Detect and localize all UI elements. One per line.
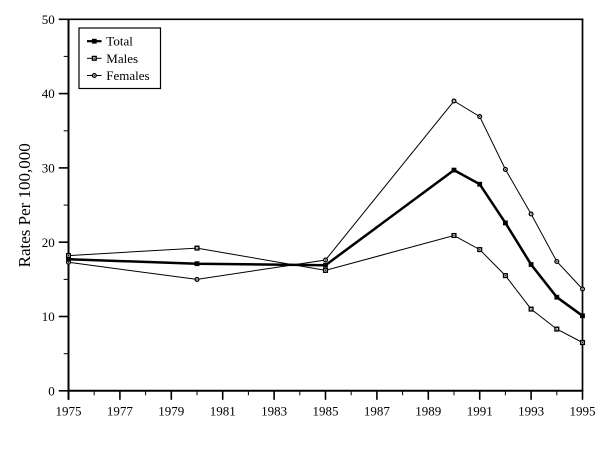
svg-text:10: 10 xyxy=(42,309,55,324)
svg-text:Females: Females xyxy=(106,68,149,83)
svg-text:1985: 1985 xyxy=(313,404,339,419)
svg-text:Total: Total xyxy=(106,34,133,49)
svg-text:1981: 1981 xyxy=(210,404,236,419)
svg-text:0: 0 xyxy=(48,383,55,398)
svg-text:40: 40 xyxy=(42,86,55,101)
svg-text:1977: 1977 xyxy=(107,404,134,419)
svg-text:1991: 1991 xyxy=(467,404,493,419)
svg-text:1995: 1995 xyxy=(570,404,596,419)
svg-text:1975: 1975 xyxy=(56,404,82,419)
svg-text:1983: 1983 xyxy=(261,404,287,419)
svg-text:1987: 1987 xyxy=(364,404,391,419)
svg-text:Rates Per 100,000: Rates Per 100,000 xyxy=(15,143,34,267)
svg-text:50: 50 xyxy=(42,12,55,27)
svg-text:Males: Males xyxy=(106,51,138,66)
svg-text:1979: 1979 xyxy=(158,404,184,419)
svg-text:30: 30 xyxy=(42,161,55,176)
svg-text:20: 20 xyxy=(42,235,55,250)
svg-text:1993: 1993 xyxy=(518,404,544,419)
svg-text:1989: 1989 xyxy=(415,404,441,419)
